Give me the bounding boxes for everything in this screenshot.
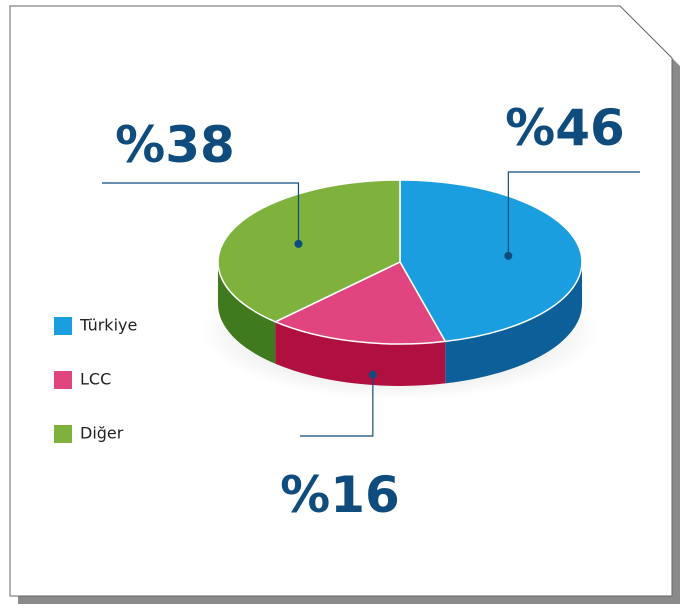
legend-swatch	[54, 425, 72, 443]
leader-line	[102, 182, 300, 244]
pie-side	[218, 262, 276, 364]
pie-slice	[273, 261, 447, 345]
value-label: %46	[505, 99, 625, 157]
leader-line	[300, 374, 374, 437]
legend-swatch	[54, 317, 72, 335]
value-label: %38	[115, 116, 235, 174]
legend-label: LCC	[80, 370, 111, 389]
legend-swatch	[54, 371, 72, 389]
leader-dot	[294, 239, 303, 248]
legend: Türkiye LCC Diğer	[54, 316, 137, 443]
legend-label: Diğer	[80, 424, 124, 443]
pie-slice	[399, 179, 583, 343]
value-label: %16	[280, 466, 400, 524]
leader-line	[507, 171, 640, 256]
leader-dot	[368, 370, 377, 379]
leader-dot	[504, 251, 513, 260]
pie	[217, 179, 583, 386]
pie-side	[275, 321, 446, 386]
pie-slice	[217, 179, 401, 323]
pie-side	[445, 262, 582, 384]
legend-label: Türkiye	[79, 316, 137, 335]
